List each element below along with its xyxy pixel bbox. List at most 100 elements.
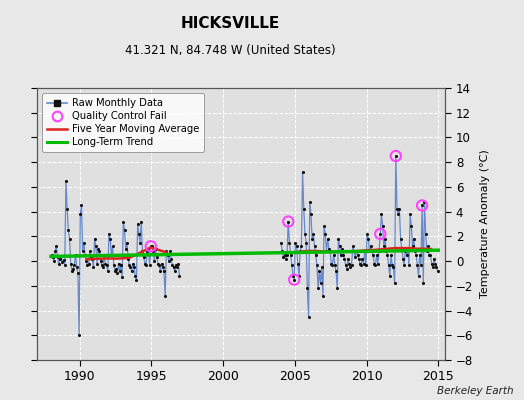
Text: Berkeley Earth: Berkeley Earth: [437, 386, 514, 396]
Point: [151, 246, 160, 252]
Point: [403, 246, 412, 252]
Point: [117, 262, 125, 268]
Point: [166, 248, 174, 254]
Point: [71, 252, 80, 258]
Point: [419, 280, 428, 286]
Point: [348, 243, 357, 250]
Point: [101, 260, 110, 267]
Y-axis label: Temperature Anomaly (°C): Temperature Anomaly (°C): [480, 150, 490, 298]
Point: [327, 260, 335, 267]
Point: [144, 246, 152, 252]
Point: [290, 276, 298, 283]
Point: [418, 202, 427, 209]
Point: [401, 248, 410, 254]
Point: [417, 262, 425, 268]
Point: [355, 256, 363, 262]
Point: [405, 262, 413, 268]
Point: [393, 206, 401, 212]
Point: [429, 264, 437, 270]
Point: [359, 260, 368, 267]
Point: [432, 264, 441, 270]
Point: [137, 218, 146, 225]
Point: [332, 268, 340, 274]
Point: [63, 206, 71, 212]
Point: [342, 262, 350, 268]
Point: [155, 262, 163, 268]
Point: [54, 260, 63, 267]
Point: [381, 236, 389, 242]
Point: [400, 262, 408, 268]
Point: [135, 231, 143, 237]
Point: [112, 265, 121, 272]
Point: [83, 262, 92, 268]
Point: [377, 211, 386, 217]
Point: [301, 231, 309, 237]
Point: [375, 248, 383, 254]
Point: [150, 258, 159, 264]
Point: [387, 252, 395, 258]
Point: [340, 256, 348, 262]
Point: [72, 264, 81, 270]
Point: [53, 254, 62, 260]
Point: [94, 246, 102, 252]
Text: HICKSVILLE: HICKSVILLE: [181, 16, 280, 31]
Point: [100, 252, 108, 258]
Point: [287, 252, 295, 258]
Point: [131, 273, 139, 279]
Point: [95, 248, 104, 254]
Point: [318, 264, 326, 270]
Point: [106, 236, 114, 242]
Point: [391, 153, 400, 159]
Point: [386, 273, 394, 279]
Point: [383, 252, 391, 258]
Point: [102, 262, 111, 268]
Point: [289, 273, 297, 279]
Point: [147, 243, 155, 250]
Point: [283, 252, 291, 258]
Point: [300, 206, 308, 212]
Point: [298, 169, 307, 175]
Point: [418, 202, 427, 209]
Point: [163, 252, 172, 258]
Point: [172, 262, 180, 268]
Point: [305, 198, 314, 205]
Point: [372, 262, 380, 268]
Point: [79, 248, 87, 254]
Point: [293, 260, 302, 267]
Point: [119, 218, 127, 225]
Point: [420, 198, 429, 205]
Point: [424, 243, 432, 250]
Point: [398, 246, 406, 252]
Point: [170, 268, 179, 274]
Point: [91, 236, 99, 242]
Point: [343, 265, 351, 272]
Point: [130, 264, 138, 270]
Point: [391, 153, 400, 159]
Point: [411, 248, 419, 254]
Point: [280, 252, 289, 258]
Point: [49, 254, 57, 260]
Point: [373, 252, 381, 258]
Point: [82, 258, 91, 264]
Point: [431, 260, 440, 267]
Point: [277, 239, 285, 246]
Point: [412, 252, 420, 258]
Point: [303, 285, 312, 292]
Point: [347, 262, 356, 268]
Point: [361, 248, 369, 254]
Point: [320, 223, 329, 230]
Point: [107, 252, 116, 258]
Point: [312, 252, 320, 258]
Point: [80, 239, 88, 246]
Point: [278, 248, 287, 254]
Point: [295, 273, 303, 279]
Point: [87, 254, 95, 260]
Point: [105, 231, 113, 237]
Point: [307, 211, 315, 217]
Point: [378, 223, 387, 230]
Point: [57, 253, 66, 259]
Point: [142, 262, 150, 268]
Point: [162, 248, 170, 254]
Point: [339, 252, 347, 258]
Point: [114, 260, 123, 267]
